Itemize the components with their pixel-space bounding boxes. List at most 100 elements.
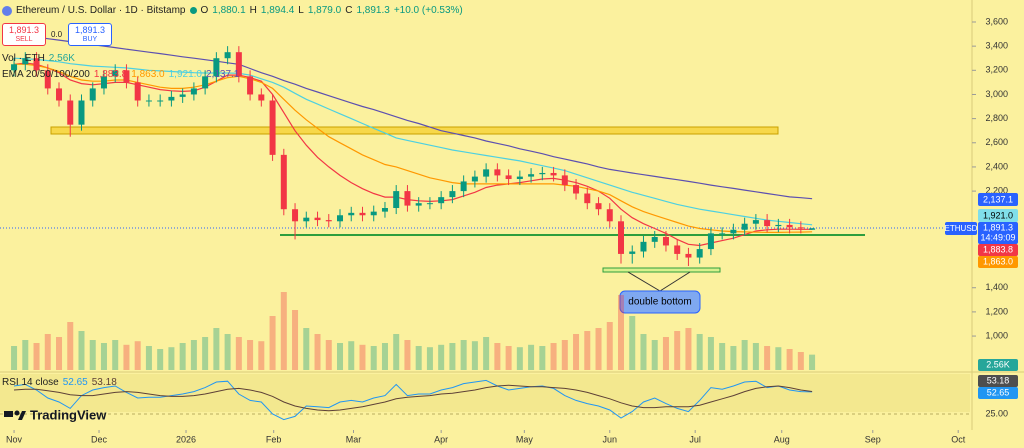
volume-bar (415, 346, 422, 370)
ohlc-key: H (249, 5, 257, 16)
candle-body (483, 169, 490, 177)
volume-bar (483, 337, 490, 370)
candle-body (202, 76, 209, 89)
ema-line (13, 57, 813, 226)
candle-body (325, 220, 332, 222)
x-tick-label: Oct (951, 434, 966, 444)
brand: TradingView (30, 407, 107, 422)
candle-body (797, 227, 804, 229)
volume-legend: Vol · ETH 2.56K (2, 53, 75, 64)
ema100-tag (978, 209, 1018, 222)
spread: 0.0 (51, 30, 63, 39)
sell-label: SELL (15, 36, 33, 43)
candle-body (179, 94, 186, 97)
rsi-label: 52.65 (987, 387, 1010, 397)
candle-body (78, 100, 85, 125)
candle-body (494, 169, 501, 176)
sell-price: 1,891.3 (8, 25, 40, 35)
x-tick-label: Apr (434, 434, 448, 444)
y-tick-label: 2,200 (985, 185, 1008, 195)
volume-tag (978, 359, 1018, 371)
rsi-tick-label: 25.00 (985, 408, 1008, 418)
volume-bar (494, 343, 501, 370)
candle-body (112, 70, 119, 77)
ema-values: 1,883.8 1,863.0 1,921.0 2,137.1 (94, 69, 240, 80)
candle-body (381, 208, 388, 212)
candle-body (707, 233, 714, 250)
candle-body (168, 96, 175, 101)
plot: 3,600 3,400 3,200 3,000 2,800 2,600 2,400 2,200… (0, 16, 1008, 444)
buy-button[interactable]: 1,891.3 BUY (68, 23, 112, 46)
y-tick-label: 3,600 (985, 16, 1008, 26)
ema200-label: 2,137.1 (983, 194, 1013, 204)
volume-bar (44, 334, 51, 370)
candle-body (573, 185, 580, 194)
volume-bar (561, 340, 568, 370)
y-tick-label: 1,200 (985, 306, 1008, 316)
volume-bar (325, 340, 332, 370)
sell-button[interactable]: 1,891.3 SELL (2, 23, 46, 46)
ohlc-key: C (345, 5, 353, 16)
ohlc-key: L (298, 5, 304, 16)
volume-bar (100, 343, 107, 370)
ohlc-value: 1,894.4 (260, 5, 295, 16)
rsi-line (13, 379, 813, 421)
volume-bar (786, 349, 793, 370)
volume-bar (707, 337, 714, 370)
ohlc-value: 1,879.0 (307, 5, 342, 16)
volume-bar (449, 343, 456, 370)
volume-bar (190, 340, 197, 370)
volume-bar (629, 316, 636, 370)
candle-body (393, 191, 400, 209)
candle-body (337, 215, 344, 222)
ema20-tag (978, 244, 1018, 256)
symbol-tag (945, 222, 977, 235)
candle-body (505, 175, 512, 180)
ema-value: 1,883.8 (93, 69, 128, 80)
x-tick-label: Jun (603, 434, 618, 444)
candle-body (809, 228, 816, 230)
volume-bar (595, 328, 602, 370)
candle-body (22, 58, 29, 65)
volume-bar (370, 346, 377, 370)
candle-body (247, 76, 254, 95)
volume-bar (112, 340, 119, 370)
ema100-label: 1,921.0 (983, 210, 1013, 220)
volume-bar (618, 295, 625, 370)
callout-line (659, 271, 691, 292)
candle-body (56, 88, 63, 101)
volume-bar (134, 341, 141, 370)
resistance-zone (50, 126, 779, 135)
candle-body (134, 82, 141, 101)
volume-bar (202, 337, 209, 370)
candle-body (280, 154, 287, 210)
rsi-line (13, 384, 813, 412)
candle-body (651, 237, 658, 242)
volume-bar (809, 354, 816, 370)
callout-line (627, 271, 661, 292)
candle-body (426, 203, 433, 205)
ohlc-value: 1,891.3 (356, 5, 390, 16)
candle-body (100, 76, 107, 89)
volume-bar (752, 343, 759, 370)
volume-bar (67, 322, 74, 370)
x-tick-label: Aug (774, 434, 790, 444)
rsi-title: RSI 14 close (2, 377, 59, 388)
volume-bar (797, 352, 804, 370)
rsi-ma-label: 53.18 (987, 375, 1010, 385)
candle-body (775, 224, 782, 227)
y-tick-label: 3,400 (985, 41, 1008, 51)
candle-body (685, 253, 692, 258)
candle-body (359, 212, 366, 216)
candle-body (292, 209, 299, 222)
volume-bar (505, 346, 512, 370)
candle-body (190, 88, 197, 95)
ema50-tag (978, 256, 1018, 268)
candle-body (741, 223, 748, 230)
ema20-label: 1,883.8 (983, 244, 1013, 254)
buy-price: 1,891.3 (74, 25, 106, 35)
symbol-label: ETHUSD (945, 224, 978, 233)
volume-bar (224, 334, 231, 370)
volume-bar (471, 341, 478, 370)
x-tick-label: May (516, 434, 534, 444)
